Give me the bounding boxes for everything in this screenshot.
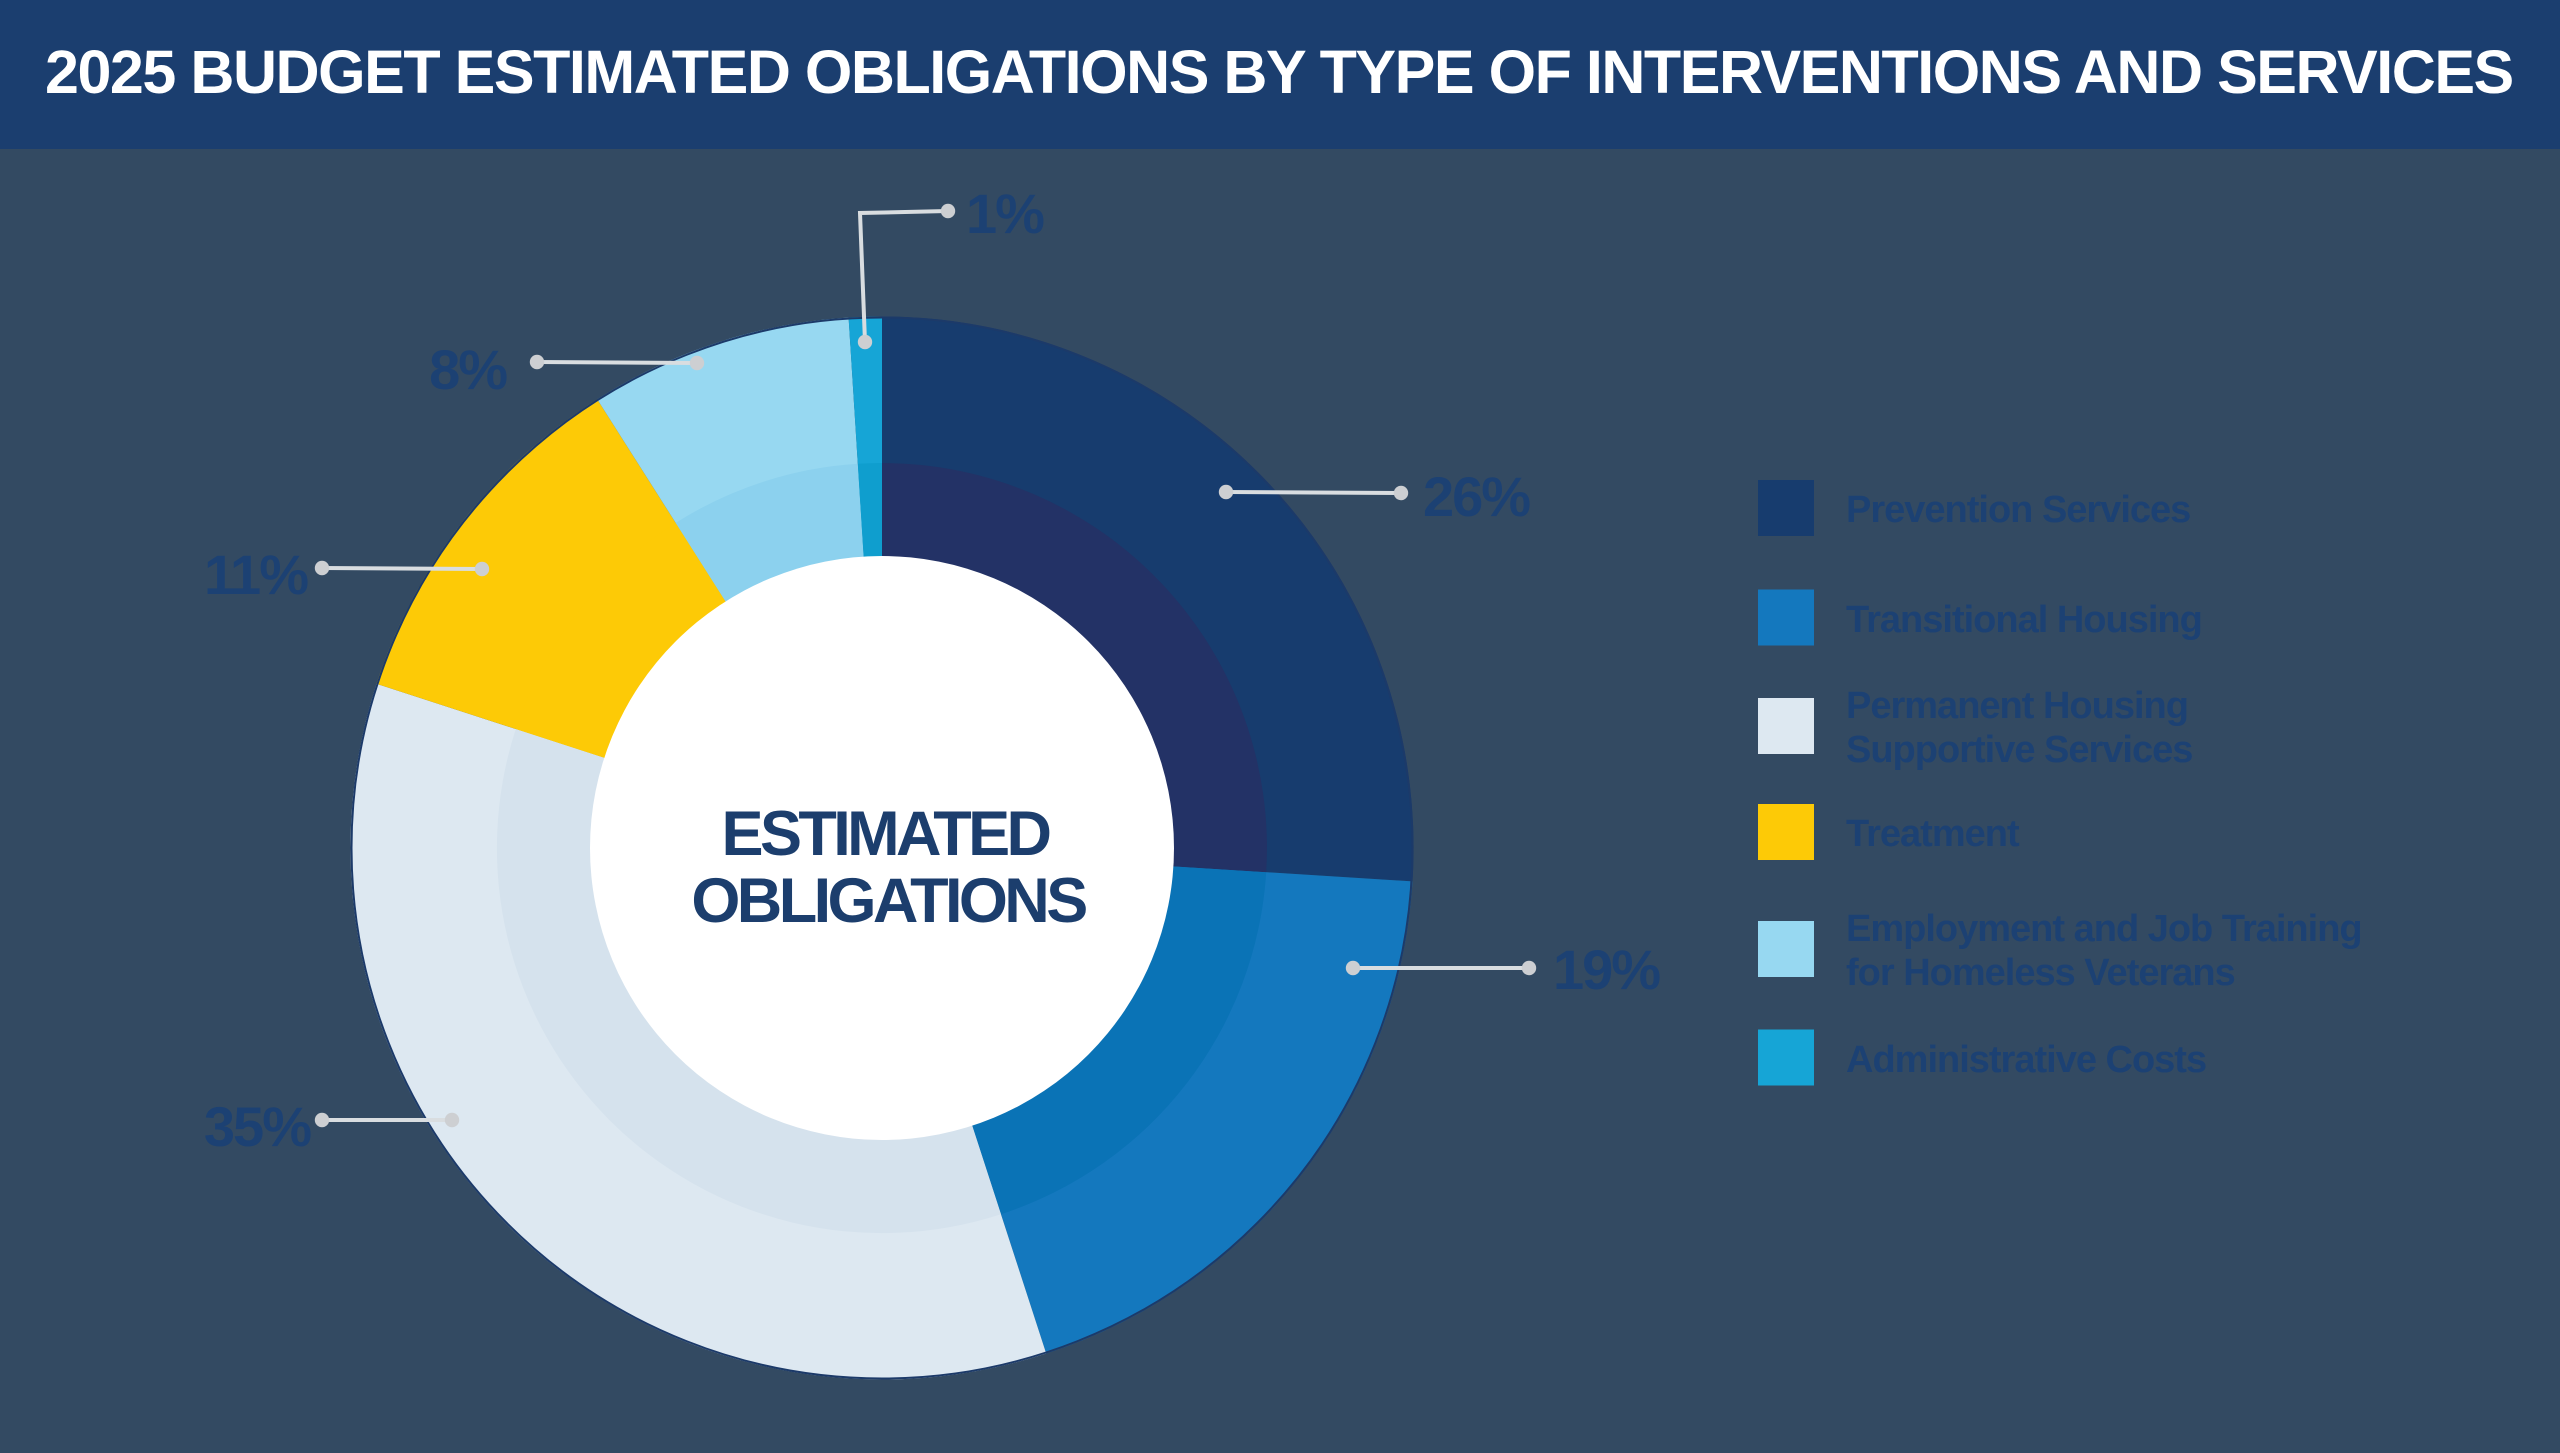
svg-text:2025 BUDGET ESTIMATED OBLIGATI: 2025 BUDGET ESTIMATED OBLIGATIONS BY TYP…	[45, 38, 2513, 106]
svg-text:Permanent Housing: Permanent Housing	[1846, 685, 2188, 727]
svg-text:11%: 11%	[204, 543, 308, 606]
svg-text:Administrative Costs: Administrative Costs	[1846, 1039, 2206, 1081]
svg-text:for Homeless Veterans: for Homeless Veterans	[1846, 952, 2235, 994]
svg-text:26%: 26%	[1423, 465, 1530, 528]
svg-text:Employment and Job Training: Employment and Job Training	[1846, 908, 2362, 950]
svg-text:Treatment: Treatment	[1846, 813, 2020, 855]
svg-text:ESTIMATED: ESTIMATED	[722, 799, 1050, 869]
svg-text:Prevention Services: Prevention Services	[1846, 489, 2190, 531]
svg-text:8%: 8%	[429, 338, 507, 401]
svg-text:1%: 1%	[966, 182, 1044, 245]
svg-text:35%: 35%	[204, 1095, 311, 1158]
svg-text:19%: 19%	[1553, 938, 1660, 1001]
svg-text:Transitional Housing: Transitional Housing	[1846, 599, 2202, 641]
svg-text:Supportive Services: Supportive Services	[1846, 729, 2192, 771]
svg-text:OBLIGATIONS: OBLIGATIONS	[691, 866, 1086, 936]
